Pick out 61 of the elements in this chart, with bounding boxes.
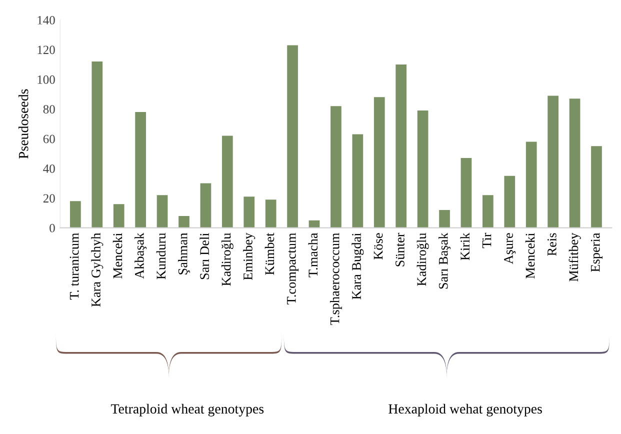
y-tick-label: 100 — [38, 75, 55, 84]
bar — [200, 183, 212, 228]
text: Hexaploid wehat genotypes — [388, 404, 542, 416]
x-tick-label: Kara Bugdai — [352, 232, 364, 300]
x-tick-label: Menceki — [525, 232, 535, 278]
x-tick-label: Kadiroğlu — [221, 232, 234, 286]
x-tick-label: T.macha — [308, 232, 318, 278]
x-tick-label: Kümbet — [264, 232, 274, 275]
x-tick-label: Müfitbey — [568, 232, 581, 282]
y-tick-label: 60 — [43, 134, 55, 144]
y-tick-label: 140 — [38, 16, 55, 24]
x-tick-label: Sünter — [396, 232, 404, 266]
x-tick-label: Kara Gylchyh — [91, 232, 104, 307]
x-tick-label: T.compactum — [287, 232, 299, 304]
x-tick-label: Reis — [548, 233, 556, 256]
x-tick-label: Sarı Başak — [438, 232, 450, 289]
x-tick-label: Şahman — [178, 232, 190, 274]
bar — [352, 134, 364, 228]
x-tick-label: Kirik — [460, 232, 470, 260]
bar — [460, 158, 472, 228]
y-tick-label: 20 — [43, 194, 55, 203]
bar — [504, 176, 516, 228]
x-tick-label: Menceki — [112, 232, 122, 278]
bar — [135, 112, 146, 228]
bar — [156, 195, 168, 228]
bar — [92, 62, 103, 228]
x-tick-label: Kadiroğlu — [416, 232, 429, 286]
bar — [417, 110, 428, 228]
bar — [591, 146, 602, 228]
bar — [482, 195, 494, 228]
bar — [374, 97, 385, 228]
x-tick-label: Akbaşak — [134, 232, 147, 279]
y-axis-title: Pseudoseeds — [18, 89, 28, 159]
x-tick-label: Eminbey — [243, 232, 256, 280]
y-tick-label: 80 — [43, 105, 55, 114]
bar — [548, 96, 558, 228]
x-tick-label: Kunduru — [156, 232, 166, 280]
y-tick-label: 120 — [38, 46, 55, 54]
bar — [113, 204, 124, 228]
bar — [287, 45, 298, 228]
bar — [70, 201, 81, 228]
x-tick-label: Esperia — [590, 232, 602, 272]
x-tick-label: Sarı Deli — [200, 232, 209, 280]
y-tick-label: 0 — [50, 224, 55, 232]
bar — [396, 64, 407, 228]
bar — [178, 216, 190, 228]
bar — [439, 210, 450, 228]
x-tick-label: Tir — [482, 232, 492, 248]
x-tick-label: Aşure — [504, 233, 516, 264]
y-tick-label: 40 — [43, 164, 55, 173]
bar — [244, 196, 255, 228]
bar — [330, 106, 342, 228]
bar — [526, 142, 537, 228]
bar — [308, 220, 320, 228]
text: Tetraploid wheat genotypes — [111, 404, 264, 416]
bar — [265, 200, 276, 228]
x-tick-label: T.sphaerococcum — [330, 232, 342, 325]
bar — [569, 98, 580, 228]
x-tick-label: Köse — [374, 233, 383, 260]
bar — [222, 136, 233, 228]
x-tick-label: T. turanicum — [70, 232, 79, 300]
